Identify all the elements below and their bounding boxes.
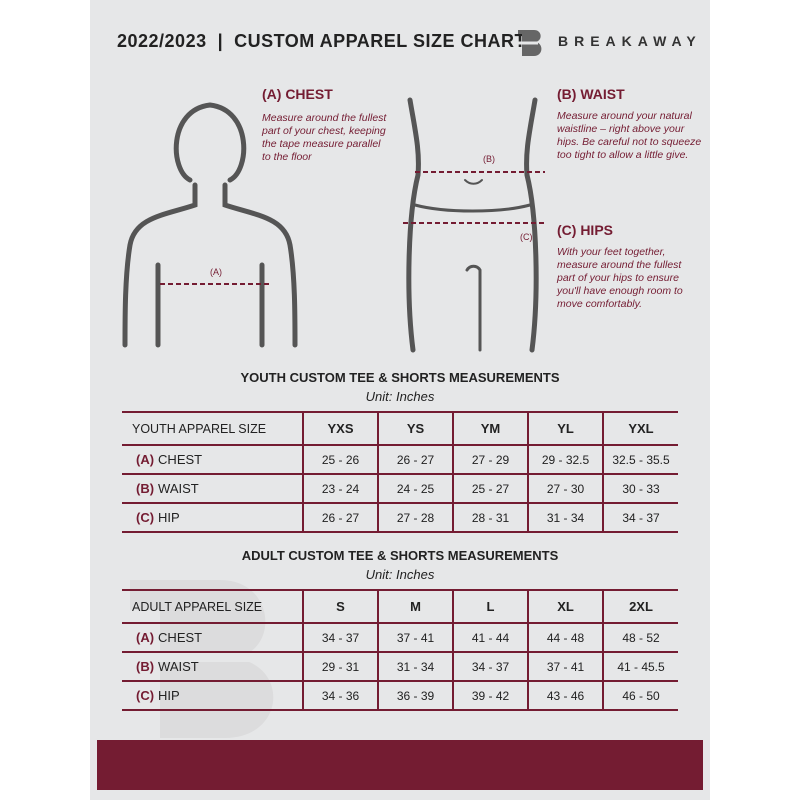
size-label: ADULT APPAREL SIZE <box>122 589 303 624</box>
footer-bar <box>97 740 703 790</box>
row-label: (C) HIP <box>122 680 303 711</box>
youth-size-table: YOUTH APPAREL SIZE YXS YS YM YL YXL (A) C… <box>122 411 678 533</box>
cell: 31 - 34 <box>527 502 603 533</box>
hips-heading: (C) HIPS <box>557 222 613 238</box>
adult-table-title: ADULT CUSTOM TEE & SHORTS MEASUREMENTS <box>241 548 559 563</box>
chest-heading: (A) CHEST <box>262 86 333 102</box>
cell: 37 - 41 <box>377 622 453 653</box>
page-title: 2022/2023 | CUSTOM APPAREL SIZE CHART <box>117 31 526 51</box>
row-label: (A) CHEST <box>122 622 303 653</box>
row-name: WAIST <box>158 659 199 674</box>
hips-marker: (C) <box>520 232 533 242</box>
brand-name: BREAKAWAY <box>558 33 702 49</box>
table-row: (C) HIP 26 - 27 27 - 28 28 - 31 31 - 34 34 - 3… <box>122 502 678 533</box>
adult-size-table: ADULT APPAREL SIZE S M L XL 2XL (A) CHEST… <box>122 589 678 711</box>
breakaway-logo-icon <box>516 30 542 56</box>
row-letter: (B) <box>136 481 155 496</box>
cell: 28 - 31 <box>452 502 528 533</box>
cell: 25 - 26 <box>302 444 378 475</box>
chest-instructions: Measure around the fullest part of your … <box>262 112 387 163</box>
size-header: L <box>452 589 528 624</box>
cell: 29 - 31 <box>302 651 378 682</box>
size-header: YXL <box>602 411 678 446</box>
cell: 37 - 41 <box>527 651 603 682</box>
cell: 29 - 32.5 <box>527 444 603 475</box>
size-label: YOUTH APPAREL SIZE <box>122 411 303 446</box>
table-row: (C) HIP 34 - 36 36 - 39 39 - 42 43 - 46 46 - 5… <box>122 680 678 711</box>
row-name: CHEST <box>158 630 203 645</box>
waist-marker: (B) <box>483 154 495 164</box>
cell: 41 - 44 <box>452 622 528 653</box>
size-header: XL <box>527 589 603 624</box>
table-row: (A) CHEST 25 - 26 26 - 27 27 - 29 29 - 32.5 32… <box>122 444 678 475</box>
cell: 24 - 25 <box>377 473 453 504</box>
waist-heading: (B) WAIST <box>557 86 625 102</box>
waist-instructions: Measure around your natural waistline – … <box>557 110 702 161</box>
table-row: (B) WAIST 29 - 31 31 - 34 34 - 37 37 - 41 41 -… <box>122 651 678 682</box>
cell: 27 - 28 <box>377 502 453 533</box>
row-name: CHEST <box>158 452 203 467</box>
cell: 25 - 27 <box>452 473 528 504</box>
youth-unit: Unit: Inches <box>365 389 435 404</box>
cell: 31 - 34 <box>377 651 453 682</box>
row-letter: (A) <box>136 630 155 645</box>
size-header: YXS <box>302 411 378 446</box>
cell: 34 - 37 <box>602 502 678 533</box>
cell: 34 - 36 <box>302 680 378 711</box>
cell: 32.5 - 35.5 <box>602 444 678 475</box>
cell: 43 - 46 <box>527 680 603 711</box>
chest-marker: (A) <box>210 267 222 277</box>
size-header: YS <box>377 411 453 446</box>
size-header: S <box>302 589 378 624</box>
cell: 27 - 29 <box>452 444 528 475</box>
lower-body-figure <box>403 97 545 353</box>
row-letter: (B) <box>136 659 155 674</box>
cell: 30 - 33 <box>602 473 678 504</box>
cell: 46 - 50 <box>602 680 678 711</box>
size-header: 2XL <box>602 589 678 624</box>
row-letter: (C) <box>136 510 155 525</box>
table-header-row: YOUTH APPAREL SIZE YXS YS YM YL YXL <box>122 411 678 446</box>
cell: 48 - 52 <box>602 622 678 653</box>
row-letter: (C) <box>136 688 155 703</box>
row-label: (B) WAIST <box>122 473 303 504</box>
cell: 23 - 24 <box>302 473 378 504</box>
youth-table-title: YOUTH CUSTOM TEE & SHORTS MEASUREMENTS <box>240 370 560 385</box>
adult-unit: Unit: Inches <box>365 567 435 582</box>
upper-body-figure <box>122 102 298 348</box>
row-label: (A) CHEST <box>122 444 303 475</box>
row-label: (C) HIP <box>122 502 303 533</box>
row-name: HIP <box>158 688 180 703</box>
row-letter: (A) <box>136 452 155 467</box>
size-header: YL <box>527 411 603 446</box>
hips-instructions: With your feet together, measure around … <box>557 246 683 310</box>
cell: 26 - 27 <box>302 502 378 533</box>
cell: 44 - 48 <box>527 622 603 653</box>
cell: 34 - 37 <box>302 622 378 653</box>
cell: 36 - 39 <box>377 680 453 711</box>
row-name: WAIST <box>158 481 199 496</box>
size-header: M <box>377 589 453 624</box>
cell: 39 - 42 <box>452 680 528 711</box>
table-row: (B) WAIST 23 - 24 24 - 25 25 - 27 27 - 30 30 -… <box>122 473 678 504</box>
cell: 41 - 45.5 <box>602 651 678 682</box>
row-name: HIP <box>158 510 180 525</box>
cell: 27 - 30 <box>527 473 603 504</box>
size-header: YM <box>452 411 528 446</box>
table-header-row: ADULT APPAREL SIZE S M L XL 2XL <box>122 589 678 624</box>
cell: 34 - 37 <box>452 651 528 682</box>
cell: 26 - 27 <box>377 444 453 475</box>
table-row: (A) CHEST 34 - 37 37 - 41 41 - 44 44 - 48 48 -… <box>122 622 678 653</box>
row-label: (B) WAIST <box>122 651 303 682</box>
